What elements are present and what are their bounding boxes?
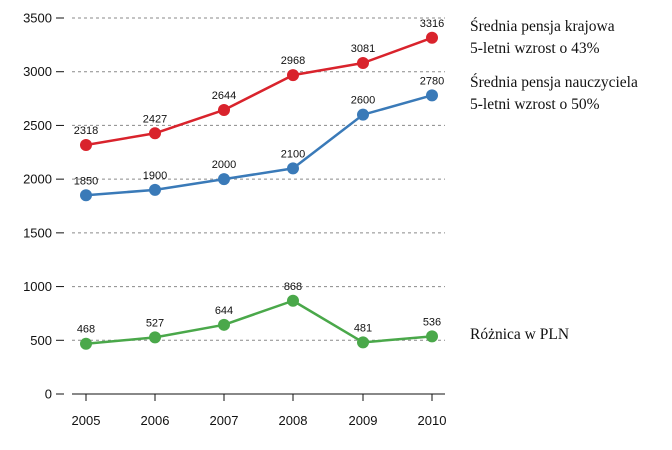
- axes: 0 500 1000 1500 2000 2500 3000 3500 2005 2006 2007…: [23, 11, 446, 429]
- data-point: [80, 189, 92, 202]
- legend-national: Średnia pensja krajowa 5-letni wzrost o …: [470, 16, 615, 60]
- x-tick-label: 2005: [72, 413, 101, 428]
- data-label: 2968: [281, 55, 305, 67]
- data-point: [218, 173, 230, 186]
- data-point: [357, 336, 369, 349]
- data-label: 2780: [420, 75, 444, 87]
- grid-lines: [72, 17, 445, 341]
- legend-teacher: Średnia pensja nauczyciela 5-letni wzros…: [470, 72, 638, 116]
- data-label: 468: [77, 324, 95, 336]
- data-point: [149, 331, 161, 344]
- data-label: 527: [146, 317, 164, 329]
- data-point: [149, 127, 161, 140]
- series-line: [85, 94, 433, 197]
- data-label: 1900: [143, 170, 167, 182]
- x-tick-label: 2010: [418, 413, 447, 428]
- data-point: [218, 103, 230, 116]
- data-point: [426, 31, 438, 44]
- series-line: [85, 299, 433, 345]
- data-point: [426, 89, 438, 102]
- series-group: [80, 31, 438, 350]
- data-point: [357, 108, 369, 121]
- y-tick-label: 3500: [23, 11, 52, 26]
- data-point: [357, 57, 369, 70]
- x-tick-label: 2006: [141, 413, 170, 428]
- legend-teacher-growth: 5-letni wzrost o 50%: [470, 96, 600, 113]
- legend-national-name: Średnia pensja krajowa: [470, 18, 615, 35]
- series-line: [85, 36, 433, 147]
- data-labels: 2318 2427 2644 2968 3081 3316 1850 1900 2000 2100…: [74, 18, 444, 336]
- y-tick-label: 2500: [23, 118, 52, 133]
- x-tick-label: 2007: [210, 413, 239, 428]
- legend-teacher-name: Średnia pensja nauczyciela: [470, 74, 638, 91]
- data-label: 3081: [351, 43, 375, 55]
- series-teacher-average: [80, 89, 438, 202]
- x-tick-label: 2009: [349, 413, 378, 428]
- data-label: 3316: [420, 18, 444, 30]
- data-label: 644: [215, 305, 233, 317]
- data-label: 2100: [281, 148, 305, 160]
- data-point: [149, 183, 161, 196]
- data-label: 2427: [143, 113, 167, 125]
- y-tick-label: 2000: [23, 172, 52, 187]
- data-point: [80, 337, 92, 350]
- data-label: 2318: [74, 125, 98, 137]
- series-national-average: [80, 31, 438, 151]
- y-tick-label: 500: [30, 333, 52, 348]
- y-tick-label: 3000: [23, 64, 52, 79]
- y-tick-label: 1000: [23, 279, 52, 294]
- data-label: 1850: [74, 175, 98, 187]
- data-label: 868: [284, 281, 302, 293]
- data-label: 2644: [212, 90, 236, 102]
- data-point: [80, 138, 92, 151]
- legend-national-growth: 5-letni wzrost o 43%: [470, 40, 600, 57]
- series-difference: [80, 294, 438, 350]
- data-point: [218, 318, 230, 331]
- data-label: 2000: [212, 159, 236, 171]
- legend-difference-name: Różnica w PLN: [470, 326, 570, 343]
- data-point: [287, 294, 299, 307]
- x-tick-label: 2008: [279, 413, 308, 428]
- legend-difference: Różnica w PLN: [470, 324, 569, 346]
- y-tick-label: 0: [45, 387, 52, 402]
- data-point: [287, 69, 299, 82]
- data-point: [287, 162, 299, 175]
- data-label: 481: [354, 322, 372, 334]
- y-tick-label: 1500: [23, 225, 52, 240]
- data-label: 536: [423, 316, 441, 328]
- data-label: 2600: [351, 95, 375, 107]
- data-point: [426, 330, 438, 343]
